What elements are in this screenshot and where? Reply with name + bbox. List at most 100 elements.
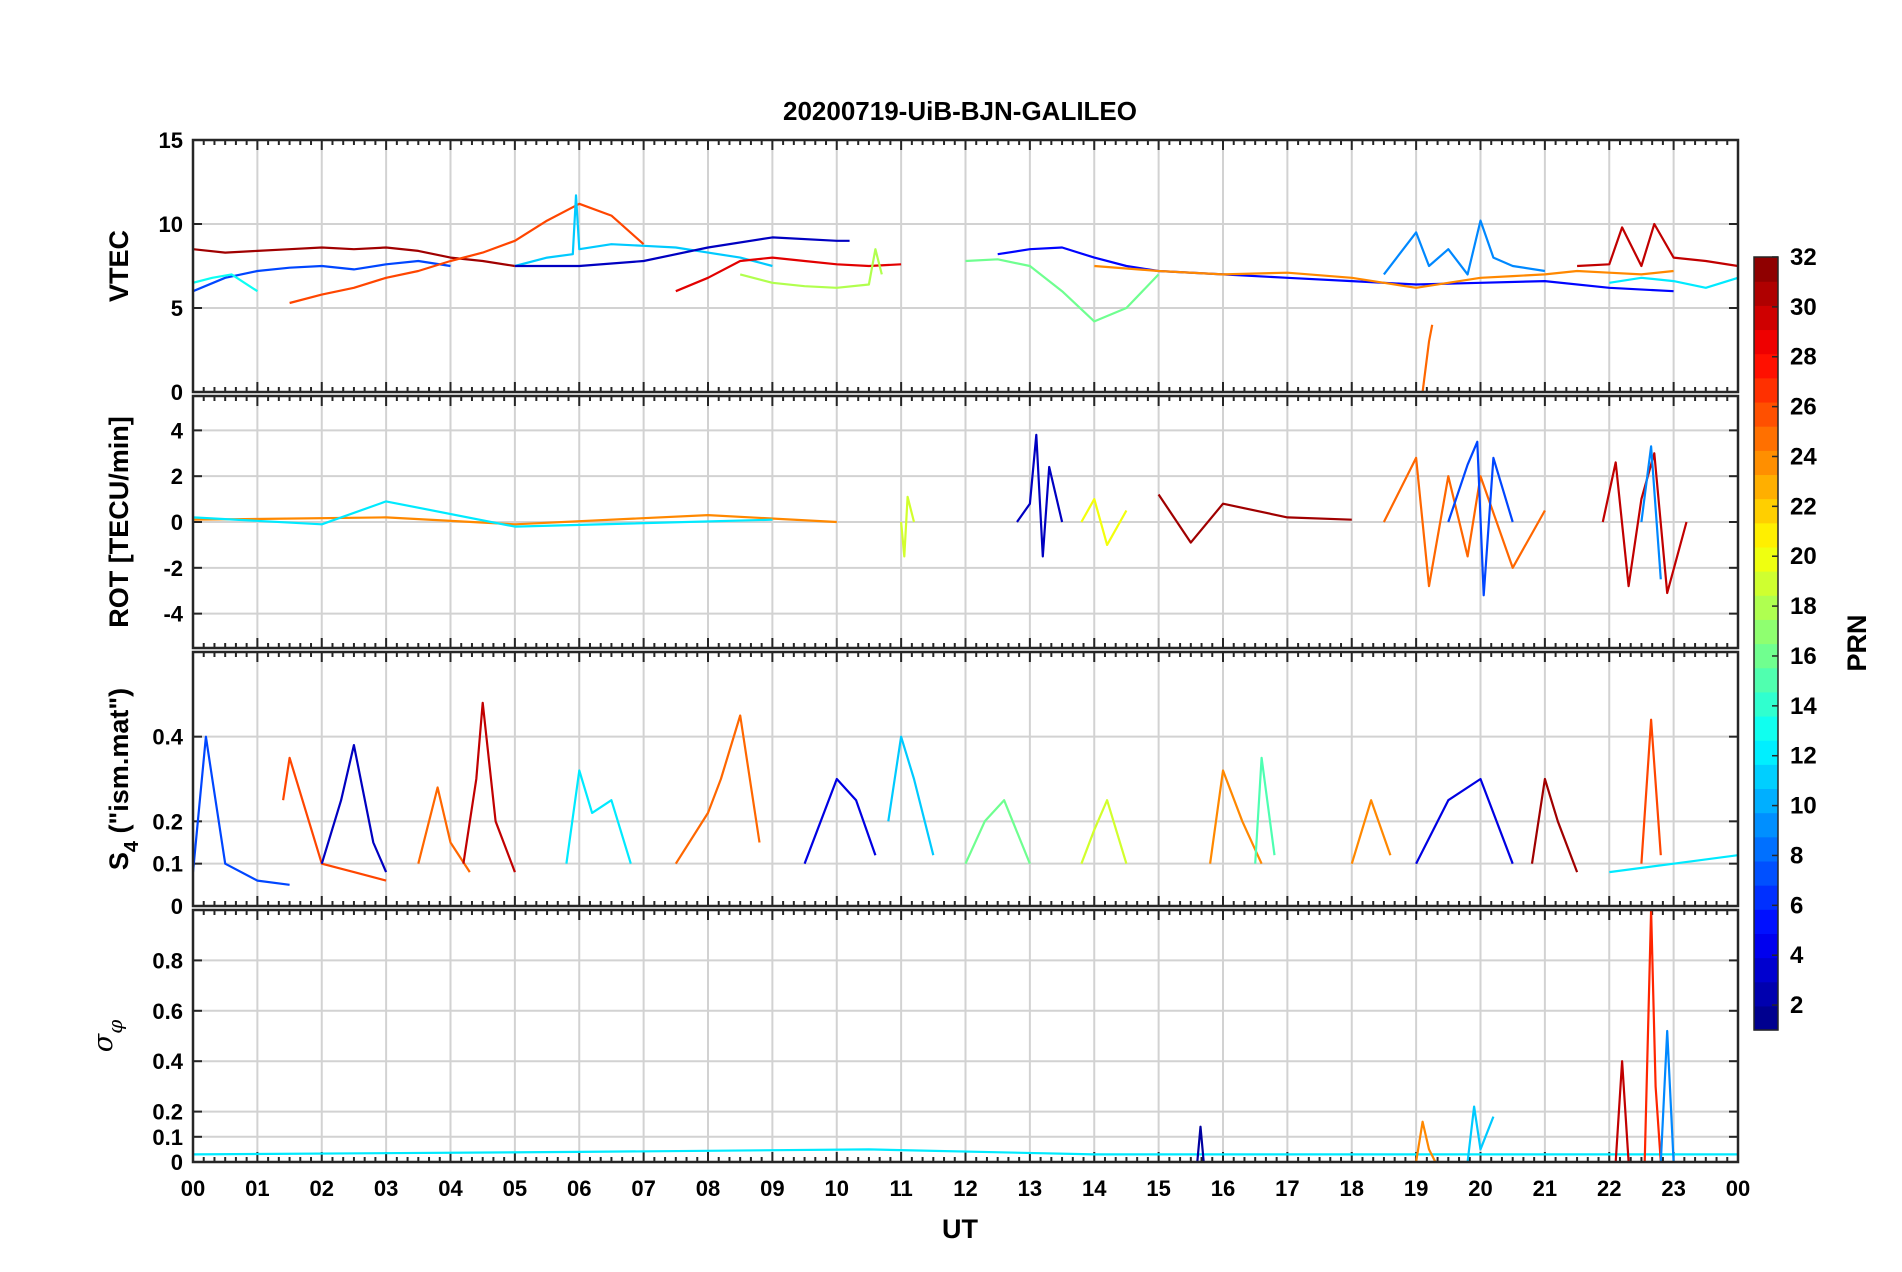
x-tick-label: 07 <box>631 1176 655 1201</box>
series-line-prn-15 <box>1254 756 1276 864</box>
colorbar-segment <box>1754 764 1778 790</box>
series-line-prn-29 <box>675 256 902 293</box>
y-tick-label: 0 <box>171 894 183 919</box>
y-tick-label: 2 <box>171 464 183 489</box>
series-line-prn-30 <box>1601 452 1688 595</box>
x-tick-label: 12 <box>953 1176 977 1201</box>
series-line-prn-7 <box>1447 440 1514 597</box>
colorbar-tick-label: 24 <box>1790 443 1817 470</box>
x-tick-label: 00 <box>1726 1176 1750 1201</box>
series-line-prn-11 <box>887 735 935 856</box>
colorbar-segment <box>1754 860 1778 886</box>
x-tick-label: 02 <box>310 1176 334 1201</box>
series-line-prn-9 <box>1383 219 1546 276</box>
chart-title: 20200719-UiB-BJN-GALILEO <box>783 96 1137 126</box>
series-line-prn-19 <box>900 495 916 558</box>
y-axis-label: ROT [TECU/min] <box>104 416 134 627</box>
y-tick-label: 15 <box>159 128 183 153</box>
series-line-prn-31 <box>1530 777 1579 873</box>
series-line-prn-12 <box>1609 854 1738 874</box>
x-tick-label: 16 <box>1211 1176 1235 1201</box>
series-line-prn-9 <box>1640 445 1662 580</box>
series-line-prn-12 <box>193 1148 1738 1156</box>
colorbar-segment <box>1754 401 1778 427</box>
series-line-prn-24 <box>193 513 837 526</box>
colorbar-tick-label: 18 <box>1790 593 1817 620</box>
axes-box <box>191 908 1740 1164</box>
series-group <box>193 701 1738 886</box>
series-line-prn-12 <box>565 769 632 865</box>
x-tick-label: 17 <box>1275 1176 1299 1201</box>
colorbar-tick-label: 30 <box>1790 294 1817 321</box>
series-line-prn-16 <box>964 799 1031 865</box>
colorbar-segment <box>1754 667 1778 693</box>
y-tick-label: 0.1 <box>152 1125 183 1150</box>
colorbar-segment <box>1754 957 1778 983</box>
colorbar-segment <box>1754 257 1778 282</box>
x-tick-label: 01 <box>245 1176 269 1201</box>
x-tick-label: 22 <box>1597 1176 1621 1201</box>
colorbar-segment <box>1754 933 1778 959</box>
series-line-prn-25 <box>1382 456 1546 588</box>
y-axis-label: σφ <box>88 1020 127 1052</box>
colorbar-segment <box>1754 571 1778 596</box>
y-tick-label: 10 <box>159 212 183 237</box>
series-line-prn-25 <box>417 786 471 873</box>
series-line-prn-7 <box>193 259 451 293</box>
colorbar-tick-label: 12 <box>1790 743 1817 770</box>
y-tick-label: 0 <box>171 380 183 405</box>
x-tick-label: 14 <box>1082 1176 1107 1201</box>
y-tick-label: 0.2 <box>152 1100 183 1125</box>
series-line-prn-11 <box>514 194 773 268</box>
x-tick-label: 10 <box>825 1176 849 1201</box>
colorbar-tick-label: 26 <box>1790 394 1817 421</box>
y-tick-label: 0.1 <box>152 852 183 877</box>
series-line-prn-26 <box>1640 718 1662 864</box>
series-line-prn-16 <box>965 258 1160 323</box>
series-line-prn-26 <box>289 202 645 305</box>
colorbar-tick-label: 32 <box>1790 244 1817 271</box>
y-tick-label: 5 <box>171 296 183 321</box>
series-line-prn-7 <box>193 735 290 886</box>
axes-box <box>191 138 1740 394</box>
panel-s4: 0 0.1 0.2 0.4 S4 ("ism.mat") <box>104 650 1740 919</box>
y-tick-label: 0.6 <box>152 999 183 1024</box>
colorbar-segment <box>1754 909 1778 934</box>
series-line-prn-13 <box>193 273 259 293</box>
colorbar-segment <box>1754 474 1778 500</box>
colorbar-segment <box>1754 812 1778 838</box>
series-group <box>193 433 1688 597</box>
x-tick-label: 09 <box>760 1176 784 1201</box>
colorbar-segment <box>1754 788 1778 814</box>
y-tick-label: 0.8 <box>152 948 183 973</box>
axes-box <box>191 394 1740 650</box>
y-tick-label: 4 <box>171 418 184 443</box>
y-tick-label: 0 <box>171 1150 183 1175</box>
x-tick-label: 21 <box>1533 1176 1557 1201</box>
series-line-prn-4 <box>1415 777 1514 865</box>
series-line-prn-27 <box>1643 910 1662 1162</box>
x-tick-label: 03 <box>374 1176 398 1201</box>
series-group <box>193 194 1738 392</box>
series-line-prn-24 <box>1209 769 1263 865</box>
colorbar-segment <box>1754 281 1778 306</box>
colorbar-segment <box>1754 1005 1778 1031</box>
series-line-prn-24 <box>1415 1120 1437 1162</box>
y-axis-label: S4 ("ism.mat") <box>104 688 143 870</box>
series-line-prn-20 <box>1080 498 1128 547</box>
x-tick-label: 19 <box>1404 1176 1428 1201</box>
y-tick-label: -4 <box>163 602 183 627</box>
series-line-prn-18 <box>739 248 883 289</box>
colorbar-tick-label: 4 <box>1790 942 1804 969</box>
axes-box <box>191 650 1740 908</box>
y-tick-label: 0.4 <box>152 1049 183 1074</box>
colorbar-segment <box>1754 522 1778 548</box>
series-line-prn-25 <box>674 714 761 865</box>
colorbar-segment <box>1754 836 1778 862</box>
x-tick-label: 08 <box>696 1176 720 1201</box>
y-tick-label: -2 <box>163 556 183 581</box>
x-tick-label: 05 <box>503 1176 527 1201</box>
